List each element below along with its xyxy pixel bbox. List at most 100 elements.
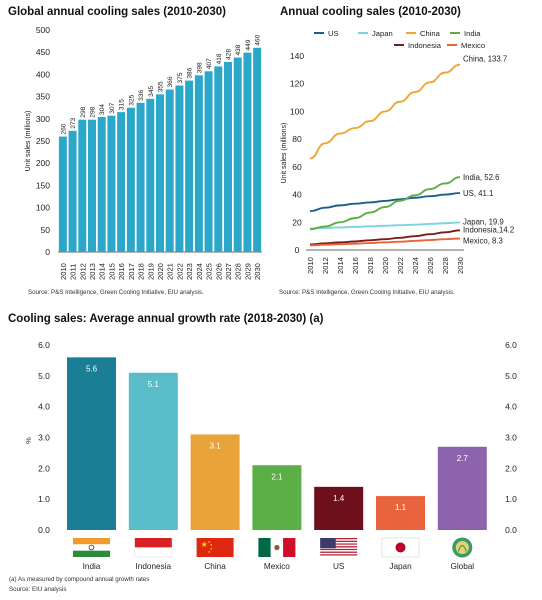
chart2-x-tick: 2010 <box>306 257 315 274</box>
chart2-y-tick: 20 <box>292 217 302 227</box>
chart2-end-label: India, 52.6 <box>463 173 499 182</box>
chart1-bar-value-label: 307 <box>109 102 116 113</box>
chart3-y-axis-label: % <box>24 437 33 444</box>
chart3-category-label: Indonesia <box>136 562 172 571</box>
chart1-bar-value-label: 336 <box>138 89 145 100</box>
chart3-y-tick-left: 4.0 <box>38 402 50 412</box>
chart1-bar <box>136 102 145 252</box>
chart1-bar-value-label: 449 <box>245 39 252 50</box>
chart1-bar <box>146 98 155 252</box>
chart1-y-tick: 100 <box>36 203 50 213</box>
chart1-bar-value-label: 304 <box>99 104 106 115</box>
chart2-end-label: China, 133.7 <box>463 55 507 64</box>
china-flag-icon: ★ ★★★★ <box>196 538 234 557</box>
chart1-bar-value-label: 398 <box>196 62 203 73</box>
chart3-category-label: US <box>333 562 345 571</box>
chart1-bar-value-label: 386 <box>187 67 194 78</box>
chart3-category-label: China <box>204 562 226 571</box>
chart1-bar <box>165 89 174 252</box>
chart3-footnote: (a) As measured by compound annual growt… <box>9 576 150 583</box>
chart1-y-tick: 150 <box>36 180 50 190</box>
chart1-x-tick: 2010 <box>59 263 68 280</box>
chart3-bar <box>314 486 364 530</box>
chart1-y-tick: 200 <box>36 158 50 168</box>
chart2-x-tick: 2028 <box>441 257 450 274</box>
chart3-bar <box>376 496 425 530</box>
chart3-bar-value-label: 5.6 <box>86 364 98 373</box>
chart1-bar-value-label: 315 <box>119 99 126 110</box>
chart1-bar <box>68 130 77 252</box>
chart3-y-tick-right: 5.0 <box>505 371 517 381</box>
svg-text:★: ★ <box>210 543 214 547</box>
chart2-title: Annual cooling sales (2010-2030) <box>280 6 461 18</box>
chart3-bar <box>252 465 302 530</box>
chart1-bar-value-label: 375 <box>177 72 184 83</box>
chart1-source: Source: P&S Intelligence, Green Cooling … <box>28 289 204 296</box>
chart3-category-label: Japan <box>389 562 412 571</box>
chart3-title: Cooling sales: Average annual growth rat… <box>8 313 324 325</box>
chart1-x-tick: 2017 <box>127 263 136 280</box>
india-flag-icon <box>73 538 110 557</box>
chart1-bar-value-label: 355 <box>158 81 165 92</box>
chart3-bar-value-label: 3.1 <box>210 441 222 450</box>
chart3-y-tick-left: 5.0 <box>38 371 50 381</box>
chart1-title: Global annual cooling sales (2010-2030) <box>8 6 226 18</box>
chart2-legend-label: Mexico <box>461 41 485 50</box>
chart1-y-tick: 0 <box>45 247 50 257</box>
chart2-end-label: US, 41.1 <box>463 189 493 198</box>
chart2-source: Source: P&S Intelligence, Green Cooling … <box>279 289 455 296</box>
chart2-series-line <box>309 192 461 213</box>
chart1-x-tick: 2014 <box>98 263 107 280</box>
chart1-x-tick: 2019 <box>146 263 155 280</box>
chart3-y-tick-right: 6.0 <box>505 340 517 350</box>
chart1-bar-value-label: 298 <box>80 106 87 117</box>
chart1-bar <box>233 57 242 252</box>
chart3-y-tick-right: 1.0 <box>505 494 517 504</box>
chart3-bar-value-label: 1.4 <box>333 494 345 503</box>
chart3-bar-value-label: 1.1 <box>395 503 407 512</box>
chart1-bar <box>175 85 184 252</box>
chart2-end-label: Mexico, 8.3 <box>463 236 503 245</box>
chart2-legend-label: Japan <box>372 29 393 38</box>
chart3-y-tick-right: 0.0 <box>505 525 517 535</box>
chart1-x-tick: 2023 <box>185 263 194 280</box>
chart3-bar <box>128 372 178 530</box>
chart3-y-tick-left: 2.0 <box>38 463 50 473</box>
chart1-bar-value-label: 325 <box>128 94 135 105</box>
global-sales-bar-chart: 0 50 100 150 200 250 300 350 400 450 500 Unit sales… <box>25 25 262 280</box>
chart2-x-tick: 2030 <box>456 257 465 274</box>
chart1-bar <box>194 75 203 253</box>
chart1-bar <box>117 112 126 252</box>
chart1-y-tick: 500 <box>36 25 50 35</box>
chart2-y-tick: 40 <box>292 190 302 200</box>
chart2-y-tick: 60 <box>292 162 302 172</box>
chart1-bar-value-label: 460 <box>255 34 262 45</box>
chart2-series-line <box>309 229 461 246</box>
chart1-y-tick: 300 <box>36 114 50 124</box>
chart1-bar-value-label: 298 <box>90 106 97 117</box>
chart1-bar <box>185 80 194 252</box>
chart1-x-tick: 2021 <box>166 263 175 280</box>
chart2-y-tick: 140 <box>290 51 304 61</box>
japan-flag-icon <box>381 537 420 558</box>
chart3-bar <box>437 446 487 530</box>
chart3-y-tick-left: 6.0 <box>38 340 50 350</box>
chart1-y-axis-label: Unit sales (millions) <box>25 111 32 172</box>
svg-text:★: ★ <box>210 547 214 551</box>
chart1-bar-value-label: 418 <box>216 53 223 64</box>
svg-text:★: ★ <box>208 540 212 544</box>
chart1-x-tick: 2029 <box>243 263 252 280</box>
chart1-x-tick: 2024 <box>195 263 204 280</box>
chart1-x-tick: 2011 <box>69 264 78 280</box>
chart3-y-tick-right: 2.0 <box>505 463 517 473</box>
chart2-y-axis-label: Unit sales (millions) <box>281 123 288 184</box>
chart1-bar <box>88 119 96 252</box>
chart1-bar-value-label: 273 <box>70 117 77 128</box>
chart2-end-label: Japan, 19.9 <box>463 217 504 226</box>
chart1-x-tick: 2013 <box>88 263 97 280</box>
chart1-bar-value-label: 345 <box>148 85 155 96</box>
chart1-x-tick: 2018 <box>137 263 146 280</box>
chart2-series-line <box>309 176 461 231</box>
chart3-bar-value-label: 2.1 <box>271 472 283 481</box>
